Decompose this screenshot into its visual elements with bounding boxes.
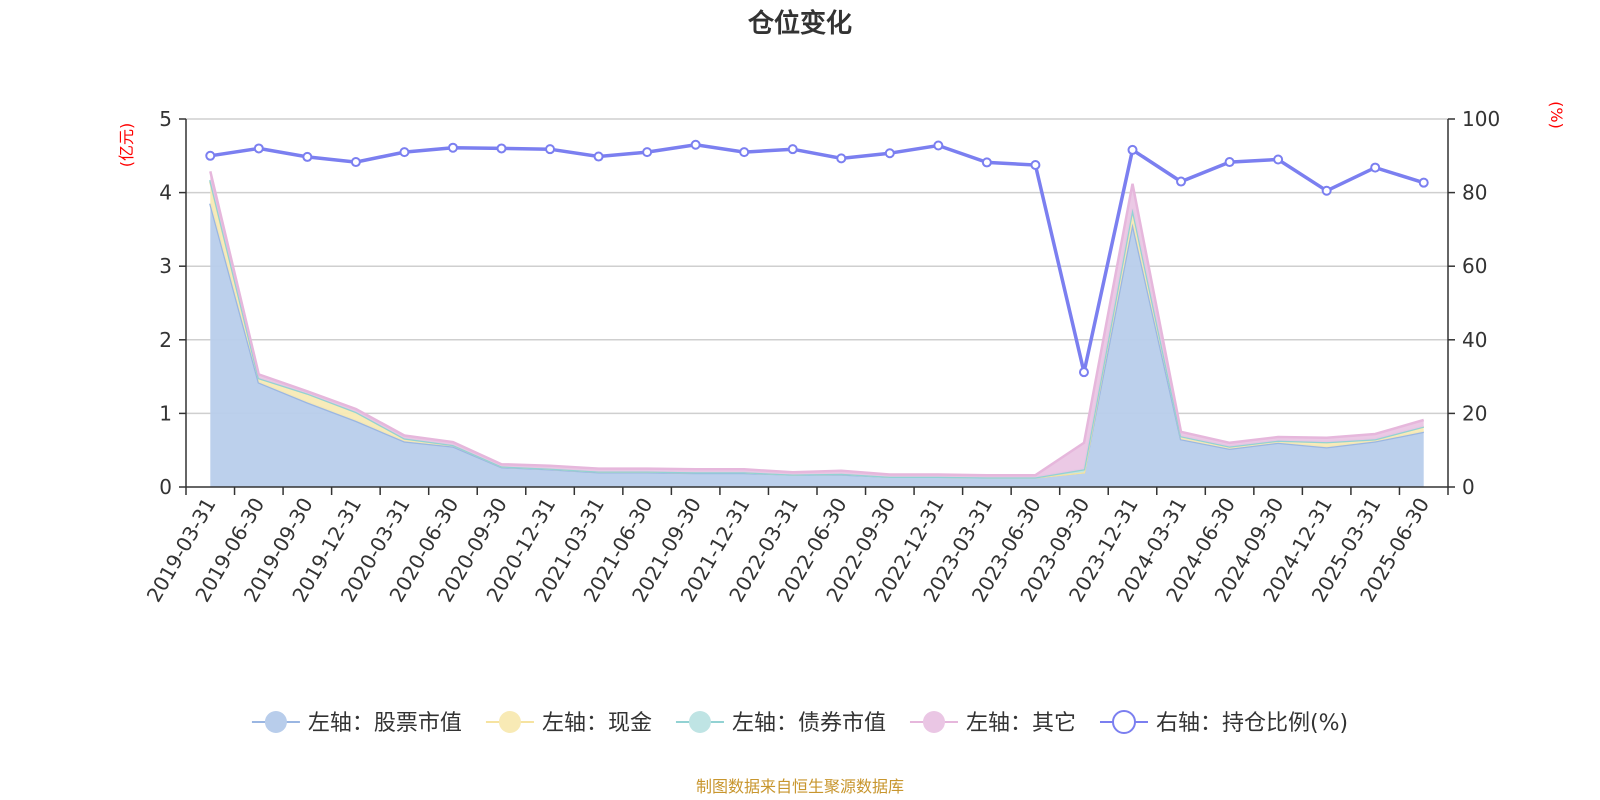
position-ratio-line (205, 139, 1429, 378)
area-series-edge-2 (209, 179, 1425, 479)
right-axis-tick-label: 0 (1462, 475, 1475, 499)
position-ratio-point (787, 144, 798, 155)
legend-label: 左轴：债券市值 (732, 711, 886, 736)
position-ratio-point (1273, 154, 1284, 165)
left-axis-tick-label: 2 (159, 328, 172, 352)
position-ratio-point (496, 143, 507, 154)
position-ratio-point (1127, 144, 1138, 155)
position-ratio-point (302, 151, 313, 162)
legend-label: 左轴：现金 (542, 711, 652, 736)
legend-label: 右轴：持仓比例(%) (1156, 711, 1348, 736)
left-axis-tick-label: 1 (159, 401, 172, 425)
left-axis-tick-label: 4 (159, 181, 172, 205)
position-ratio-point (1321, 185, 1332, 196)
legend-item: 左轴：债券市值 (675, 711, 886, 736)
area-series-0 (210, 203, 1424, 487)
source-footer: 制图数据来自恒生聚源数据库 (696, 777, 904, 796)
legend-marker-icon (498, 711, 521, 733)
legend-label: 左轴：其它 (966, 711, 1076, 736)
position-ratio-point (933, 140, 944, 151)
legend-marker-icon (922, 711, 945, 733)
position-ratio-point (836, 153, 847, 164)
stacked-areas (209, 171, 1425, 487)
position-ratio-point (1224, 157, 1235, 168)
right-axis-tick-label: 60 (1462, 254, 1487, 278)
position-ratio-path (210, 143, 1425, 373)
position-ratio-point (205, 150, 216, 161)
legend-item: 左轴：现金 (485, 711, 652, 736)
position-ratio-point (884, 148, 895, 159)
right-axis-tick-label: 40 (1462, 328, 1487, 352)
position-ratio-point (1078, 367, 1089, 378)
position-ratio-point (545, 144, 556, 155)
left-axis-tick-label: 3 (159, 254, 172, 278)
position-ratio-point (399, 147, 410, 158)
position-ratio-point (350, 157, 361, 168)
right-axis-tick-label: 20 (1462, 401, 1487, 425)
right-axis-unit: (%) (1547, 101, 1566, 129)
area-series-3 (210, 171, 1424, 478)
position-ratio-point (253, 143, 264, 154)
legend-item: 右轴：持仓比例(%) (1099, 710, 1348, 736)
position-ratio-point (981, 157, 992, 168)
axes: 0123450204060801002019-03-312019-06-3020… (142, 107, 1500, 606)
left-axis-unit: (亿元) (117, 123, 136, 168)
left-axis-tick-label: 5 (159, 107, 172, 131)
position-ratio-point (1176, 176, 1187, 187)
position-ratio-point (642, 147, 653, 158)
legend-marker-icon (688, 711, 711, 733)
legend: 左轴：股票市值 左轴：现金 左轴：债券市值 左轴：其它 右轴：持仓比例(%) (251, 710, 1348, 736)
position-ratio-point (1030, 160, 1041, 170)
left-axis-tick-label: 0 (159, 475, 172, 499)
legend-item: 左轴：股票市值 (251, 711, 462, 736)
position-ratio-point (447, 142, 458, 153)
right-axis-tick-label: 100 (1462, 107, 1500, 131)
legend-label: 左轴：股票市值 (308, 711, 462, 736)
legend-item: 左轴：其它 (909, 711, 1076, 736)
position-ratio-point (593, 151, 604, 162)
area-series-edge-3 (209, 171, 1425, 477)
position-ratio-point (1370, 162, 1381, 173)
position-ratio-point (739, 147, 750, 158)
gridlines (186, 118, 1448, 415)
chart-title: 仓位变化 (747, 8, 852, 39)
legend-marker-icon (264, 711, 287, 733)
legend-marker-icon (1111, 710, 1136, 734)
position-ratio-point (1418, 177, 1429, 188)
right-axis-tick-label: 80 (1462, 181, 1487, 205)
position-ratio-point (690, 139, 701, 150)
